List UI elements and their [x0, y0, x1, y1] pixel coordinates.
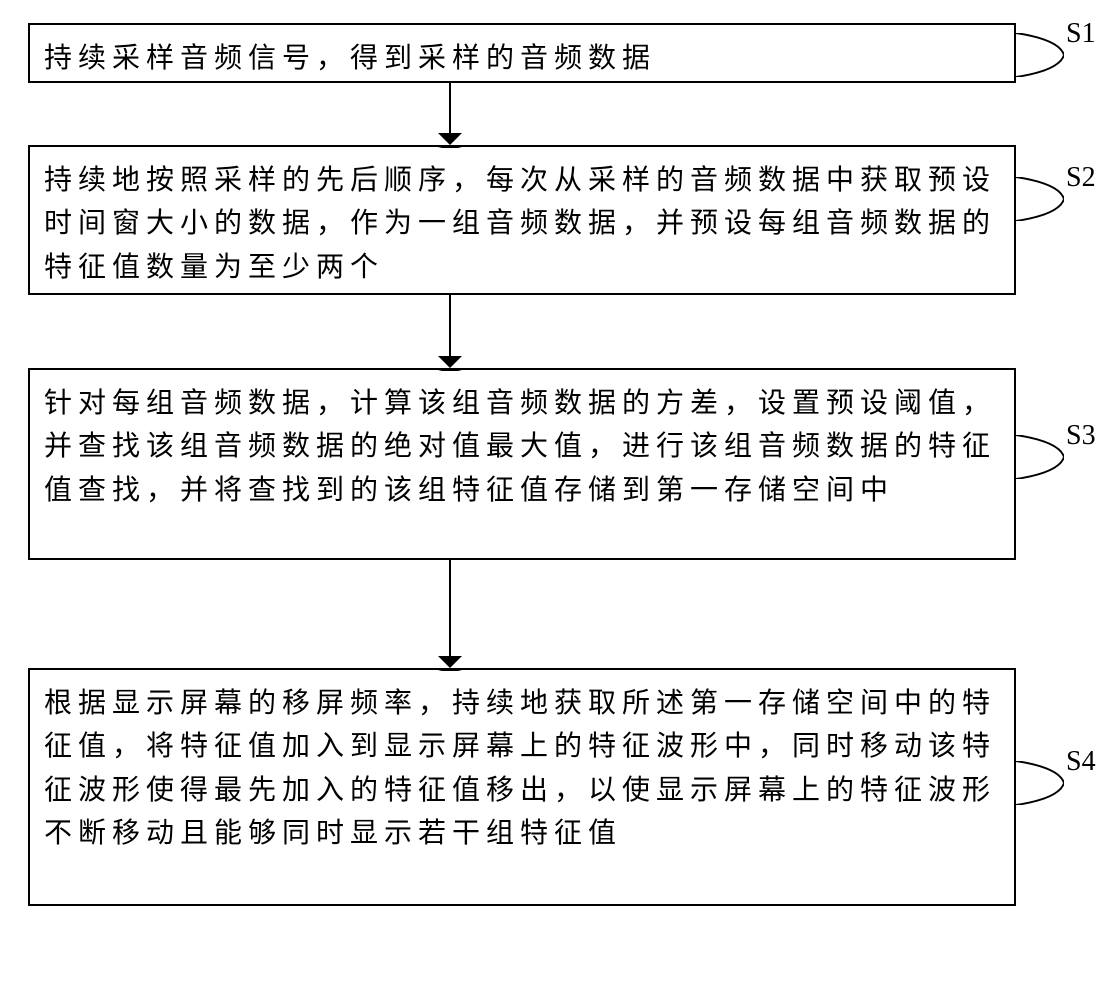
node-text: 持续采样音频信号，得到采样的音频数据: [44, 37, 656, 80]
node-label-s1: S1: [1066, 18, 1096, 50]
edge-arrow-s3-s4: [438, 656, 462, 671]
flowchart-node-s2: 持续地按照采样的先后顺序，每次从采样的音频数据中获取预设时间窗大小的数据，作为一…: [28, 145, 1016, 295]
bracket-2: [1016, 435, 1064, 479]
flowchart-container: 持续采样音频信号，得到采样的音频数据 S1 持续地按照采样的先后顺序，每次从采样的音…: [0, 0, 1102, 982]
bracket-0: [1016, 33, 1064, 77]
node-label-s2: S2: [1066, 162, 1096, 194]
node-text: 针对每组音频数据，计算该组音频数据的方差，设置预设阈值，并查找该组音频数据的绝对…: [44, 382, 1000, 512]
edge-line-s3-s4: [449, 560, 451, 656]
edge-line-s1-s2: [449, 83, 451, 133]
node-label-s4: S4: [1066, 746, 1096, 778]
node-label-s3: S3: [1066, 420, 1096, 452]
edge-arrow-s1-s2: [438, 133, 462, 148]
bracket-3: [1016, 761, 1064, 805]
node-text: 根据显示屏幕的移屏频率，持续地获取所述第一存储空间中的特征值，将特征值加入到显示…: [44, 682, 1000, 856]
edge-line-s2-s3: [449, 295, 451, 356]
flowchart-node-s1: 持续采样音频信号，得到采样的音频数据: [28, 23, 1016, 83]
bracket-1: [1016, 177, 1064, 221]
node-text: 持续地按照采样的先后顺序，每次从采样的音频数据中获取预设时间窗大小的数据，作为一…: [44, 159, 1000, 289]
flowchart-node-s4: 根据显示屏幕的移屏频率，持续地获取所述第一存储空间中的特征值，将特征值加入到显示…: [28, 668, 1016, 906]
flowchart-node-s3: 针对每组音频数据，计算该组音频数据的方差，设置预设阈值，并查找该组音频数据的绝对…: [28, 368, 1016, 560]
edge-arrow-s2-s3: [438, 356, 462, 371]
